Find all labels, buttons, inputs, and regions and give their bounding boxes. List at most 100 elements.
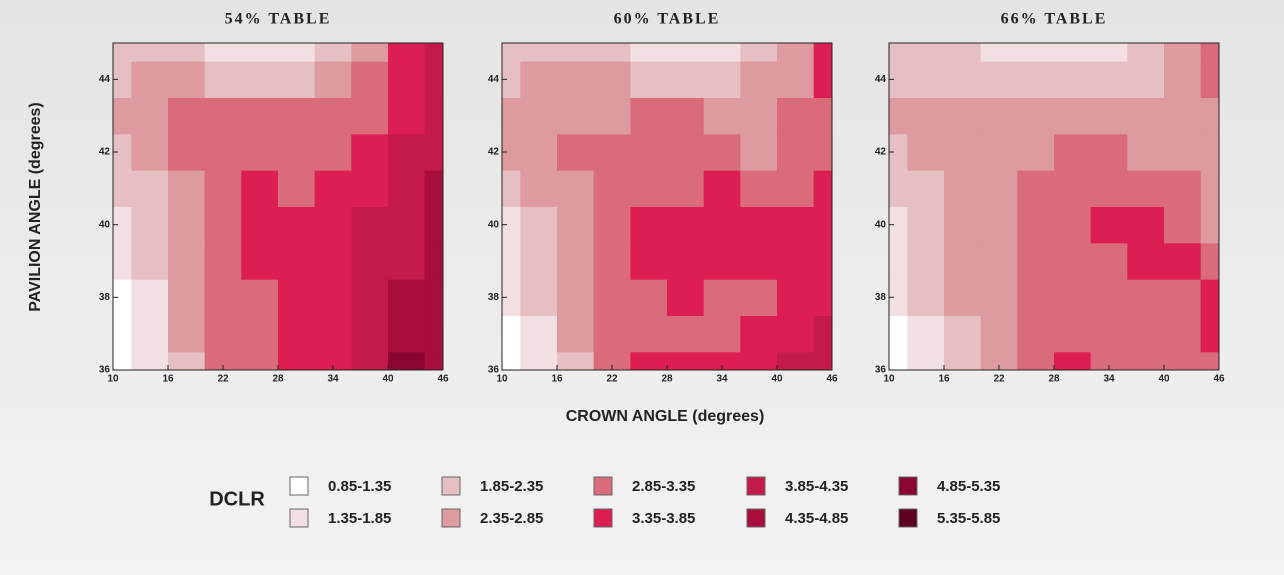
y-axis-label: PAVILION ANGLE (degrees) [27,102,44,312]
contour-cell [1164,43,1202,62]
contour-cell [667,97,705,135]
contour-cell [1200,133,1219,171]
contour-cell [351,315,389,353]
contour-cell [557,170,595,207]
contour-cell [557,43,595,62]
contour-cell [424,242,443,280]
contour-cell [1164,242,1202,280]
y-tick-label: 38 [875,292,887,303]
contour-cell [168,61,206,98]
contour-cell [1127,279,1165,316]
contour-cell [944,97,982,135]
contour-cell [131,242,169,280]
legend-swatch [289,508,309,528]
contour-cell [889,170,908,207]
contour-cell [204,61,242,98]
contour-cell [557,315,595,353]
contour-cell [204,170,242,207]
contour-cell [278,97,316,135]
contour-cell [314,279,352,316]
contour-cell [113,242,132,280]
contour-cell [703,242,741,280]
legend-label: 0.85-1.35 [328,478,391,495]
y-tick-label: 36 [99,365,111,376]
contour-cell [424,315,443,353]
contour-cell [241,170,279,207]
contour-cell [703,315,741,353]
panel-title: 66% TABLE [1001,11,1108,28]
contour-cell [502,351,521,370]
y-tick-label: 40 [488,219,500,230]
contour-cell [1200,61,1219,98]
contour-cell [241,133,279,171]
contour-cell [204,206,242,244]
legend-swatch [441,508,461,528]
x-tick-label: 16 [551,374,563,385]
contour-cell [520,43,558,62]
contour-cell [667,61,705,98]
contour-cell [980,133,1018,171]
contour-cell [944,61,982,98]
contour-cell [740,170,778,207]
legend-label: 1.35-1.85 [328,510,391,527]
legend-label: 2.85-3.35 [632,478,695,495]
contour-cell [168,97,206,135]
contour-cell [593,206,631,244]
contour-cell [1017,279,1055,316]
contour-cell [813,206,832,244]
contour-cell [131,279,169,316]
x-tick-label: 22 [217,374,229,385]
contour-cell [278,279,316,316]
x-tick-label: 40 [771,374,783,385]
x-tick-label: 34 [327,374,339,385]
contour-cell [813,133,832,171]
contour-cell [204,97,242,135]
contour-cell [278,61,316,98]
contour-cell [1017,43,1055,62]
contour-cell [593,43,631,62]
contour-cell [740,206,778,244]
x-tick-label: 22 [993,374,1005,385]
contour-cell [1017,170,1055,207]
contour-cell [1164,315,1202,353]
contour-cell [667,206,705,244]
contour-cell [1054,206,1092,244]
contour-cell [520,170,558,207]
contour-cell [980,43,1018,62]
contour-cell [980,61,1018,98]
contour-cell [168,170,206,207]
contour-cell [593,133,631,171]
contour-cell [703,170,741,207]
contour-cell [813,351,832,370]
contour-cell [314,351,352,370]
contour-cell [593,242,631,280]
contour-cell [1017,97,1055,135]
contour-cell [740,351,778,370]
contour-cell [813,43,832,62]
contour-cell [204,351,242,370]
contour-cell [1017,315,1055,353]
contour-cell [131,133,169,171]
contour-cell [1127,206,1165,244]
x-tick-label: 28 [1048,374,1060,385]
contour-cell [388,351,426,370]
x-tick-label: 28 [272,374,284,385]
contour-cell [889,206,908,244]
contour-cell [502,133,521,171]
contour-cell [388,170,426,207]
contour-cell [131,170,169,207]
contour-cell [980,206,1018,244]
y-tick-label: 38 [99,292,111,303]
contour-cell [278,133,316,171]
contour-cell [593,351,631,370]
contour-cell [980,170,1018,207]
contour-cell [703,43,741,62]
contour-cell [131,61,169,98]
contour-cell [1127,315,1165,353]
x-tick-label: 46 [826,374,838,385]
contour-cell [1200,351,1219,370]
contour-cell [907,133,945,171]
contour-cell [889,133,908,171]
contour-cell [351,351,389,370]
legend-label: 2.35-2.85 [480,510,543,527]
